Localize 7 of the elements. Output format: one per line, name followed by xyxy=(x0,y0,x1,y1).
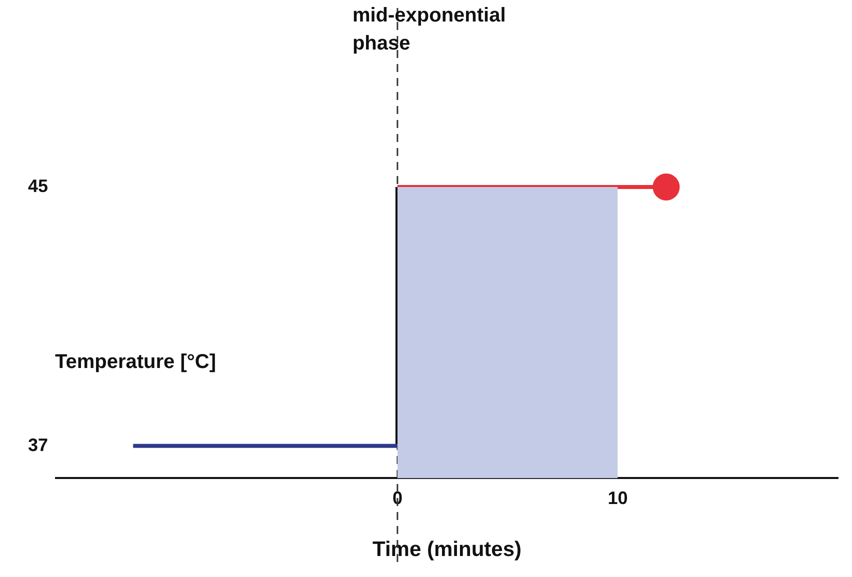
ref-line-label: mid-exponential phase xyxy=(352,4,506,55)
x-tick-label: 10 xyxy=(608,488,628,508)
x-tick-label: 0 xyxy=(392,488,402,508)
x-axis-title: Time (minutes) xyxy=(372,538,522,562)
y-tick-label: 37 xyxy=(28,434,48,455)
y-axis-title: Temperature [°C] xyxy=(55,351,216,374)
y-tick-label: 45 xyxy=(28,176,48,196)
